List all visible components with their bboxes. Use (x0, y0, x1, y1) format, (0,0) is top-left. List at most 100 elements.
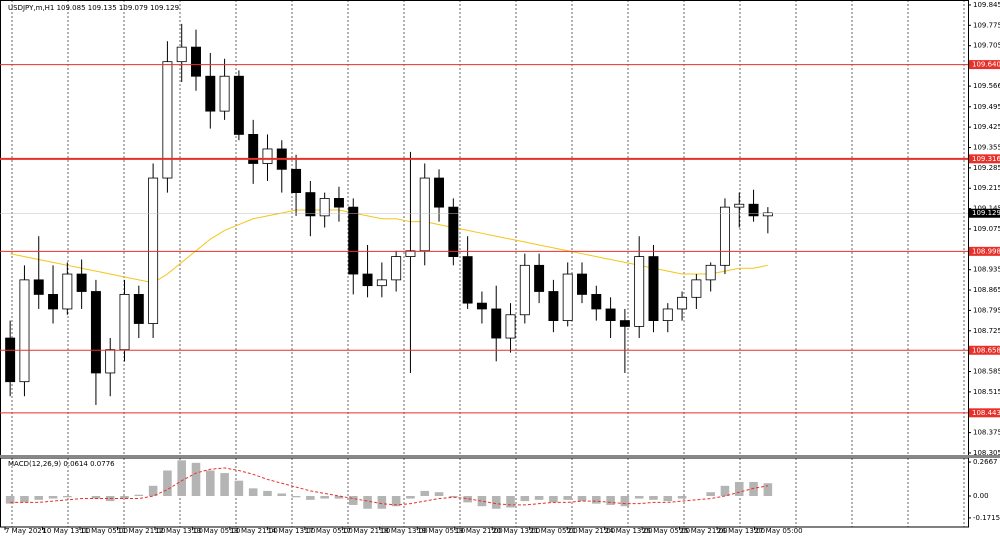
level-label: 108.998 (972, 247, 1000, 255)
x-tick-label: 19 May 05:00 (417, 527, 465, 535)
x-tick-label: 25 May 21:00 (680, 527, 728, 535)
x-tick-label: 18 May 13:00 (380, 527, 428, 535)
candle-body (105, 349, 116, 374)
candle-body (562, 273, 573, 321)
macd-bar (577, 496, 587, 502)
macd-bar (649, 496, 658, 500)
macd-bar (463, 496, 472, 503)
candle-body (348, 206, 359, 275)
candle-body (419, 177, 430, 252)
candle-body (691, 279, 702, 298)
macd-bar (406, 496, 415, 499)
candle-body (534, 264, 545, 292)
candle-body (605, 308, 616, 321)
y-tick-label: 109.705 (973, 42, 1000, 50)
x-tick-label: 13 May 21:00 (230, 527, 278, 535)
current-price-box (969, 208, 1000, 218)
macd-bar (206, 470, 215, 497)
candle-body (119, 294, 130, 351)
y-tick-label: 109.845 (973, 1, 1000, 9)
candle-body (48, 294, 59, 310)
level-label: 108.443 (972, 409, 1000, 417)
x-tick-label: 25 May 05:00 (642, 527, 690, 535)
candle-body (591, 294, 602, 310)
y-tick-label: 109.075 (973, 225, 1000, 233)
x-tick-label: 11 May 21:00 (117, 527, 165, 535)
macd-bar (549, 496, 558, 503)
candle-body (19, 279, 30, 383)
grid (11, 0, 965, 527)
level-label-box (969, 408, 1000, 418)
macd-bar (391, 496, 401, 507)
candle-body (233, 75, 244, 135)
candle-body (248, 134, 259, 164)
y-tick-label: 108.305 (973, 449, 1000, 457)
macd-bar (363, 496, 372, 509)
candle-body (291, 168, 302, 193)
candle-body (62, 273, 73, 310)
candle-body (205, 75, 216, 112)
candle-body (219, 75, 230, 112)
macd-bar (5, 496, 15, 504)
macd-bar (134, 494, 144, 497)
candle-body (462, 256, 473, 304)
x-tick-label: 26 May 13:00 (717, 527, 765, 535)
x-tick-label: 7 May 2021 (5, 527, 46, 535)
candle-body (305, 192, 316, 217)
candle-body (434, 177, 445, 208)
macd-bar (677, 496, 687, 499)
candle-body (734, 203, 745, 208)
macd-bar (520, 496, 530, 502)
level-label-box (969, 345, 1000, 355)
level-label-box (969, 154, 1000, 164)
candle-body (619, 320, 630, 327)
x-tick-label: 11 May 05:00 (80, 527, 128, 535)
candle-body (362, 273, 373, 287)
x-tick-label: 24 May 13:00 (605, 527, 653, 535)
macd-bar (348, 496, 358, 505)
y-tick-label: 108.725 (973, 327, 1000, 335)
candle-body (5, 337, 16, 383)
macd-bar (720, 485, 730, 497)
macd-bar (148, 485, 158, 497)
y-tick-label: 108.865 (973, 286, 1000, 294)
macd-y-tick-label: -0.1715 (973, 514, 1000, 522)
macd-bar (706, 492, 715, 497)
candle-body (333, 198, 344, 208)
candle-body (548, 291, 559, 321)
candle-body (376, 279, 387, 287)
macd-bar (434, 492, 444, 497)
candle-body (705, 264, 716, 281)
candle-body (191, 46, 201, 77)
y-tick-label: 109.355 (973, 143, 1000, 151)
candle-body (677, 296, 688, 310)
x-tick-label: 21 May 05:00 (530, 527, 578, 535)
x-tick-label: 13 May 05:00 (192, 527, 240, 535)
x-tick-label: 17 May 05:00 (305, 527, 353, 535)
candle-body (162, 61, 173, 179)
candle-body (90, 291, 101, 374)
macd-bar (248, 488, 258, 497)
candle-body (448, 206, 459, 257)
macd-bar (48, 496, 58, 499)
x-tick-label: 21 May 21:00 (567, 527, 615, 535)
level-label: 109.316 (972, 155, 1000, 163)
macd-bar (91, 496, 101, 499)
macd-bar (120, 496, 129, 499)
macd-y-tick-label: 0.00 (973, 492, 989, 500)
current-price-label: 109.129 (972, 209, 1000, 217)
macd-bar (334, 496, 344, 499)
candle-body (648, 256, 659, 321)
candle-body (491, 308, 502, 339)
macd-bar (291, 496, 301, 498)
candle-body (634, 256, 645, 327)
y-tick-label: 109.285 (973, 164, 1000, 172)
macd-bar (606, 496, 615, 505)
level-label-box (969, 60, 1000, 70)
level-label: 108.658 (972, 346, 1000, 354)
y-tick-label: 109.425 (973, 123, 1000, 131)
macd-bar (663, 496, 673, 502)
macd-signal (10, 467, 768, 506)
